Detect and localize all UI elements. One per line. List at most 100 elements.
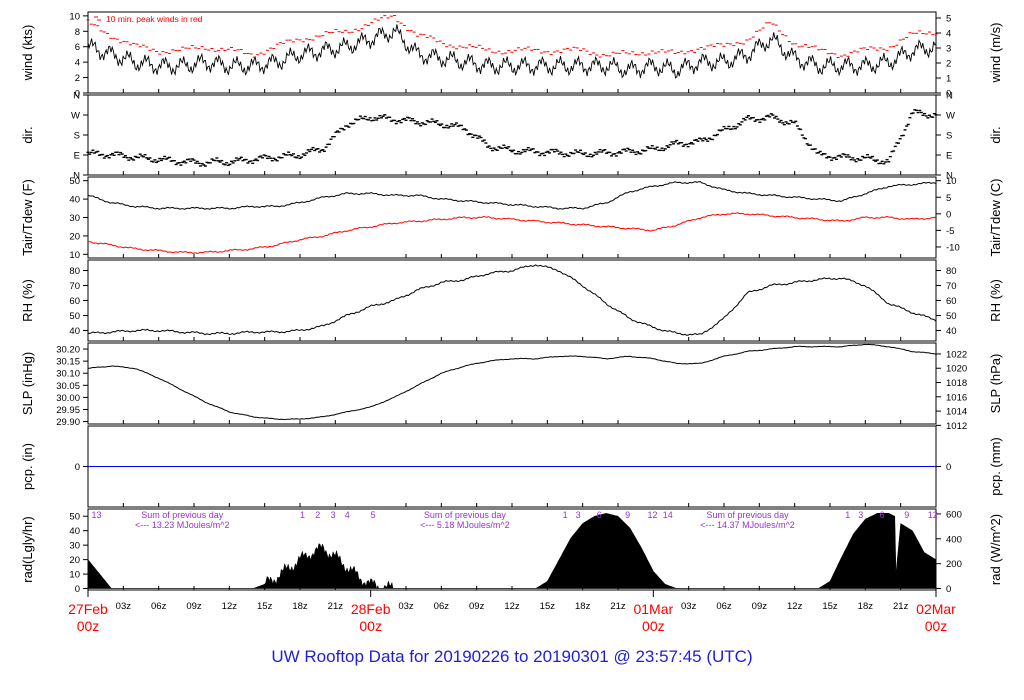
radiation-annotation: 14 xyxy=(663,510,673,520)
radiation-annotation: <--- 14.37 MJoules/m^2 xyxy=(700,520,795,530)
pressure-right-tick-label: 1018 xyxy=(946,378,967,389)
radiation-annotation: 5 xyxy=(371,510,376,520)
x-tick-label: 06z xyxy=(151,601,167,612)
x-tick-label: 12z xyxy=(222,601,238,612)
temperature-tdew-line xyxy=(87,212,937,254)
humidity-left-tick-label: 80 xyxy=(69,266,80,277)
x-tick-label: 15z xyxy=(257,601,273,612)
x-tick-label: 12z xyxy=(787,601,803,612)
temperature-tair-line xyxy=(87,181,937,210)
wind-right-tick-label: 0 xyxy=(946,89,951,100)
direction-right-tick-label: N xyxy=(946,91,953,102)
radiation-annotation: Sum of previous day xyxy=(141,510,224,520)
pressure-left-tick-label: 30.15 xyxy=(56,357,80,368)
radiation-annotation: <--- 5.18 MJoules/m^2 xyxy=(420,520,510,530)
humidity-right-tick-label: 40 xyxy=(946,326,957,337)
x-tick-label: 03z xyxy=(681,601,697,612)
pressure-right-tick-label: 1014 xyxy=(946,407,967,418)
pressure-ylabel-right: SLP (hPa) xyxy=(988,354,1003,414)
direction-frame xyxy=(87,94,937,176)
humidity-left-tick-label: 50 xyxy=(69,311,80,322)
wind-right-tick-label: 5 xyxy=(946,14,951,25)
x-tick-label: 06z xyxy=(434,601,450,612)
x-tick-label: 09z xyxy=(752,601,768,612)
day-label-date: 01Mar xyxy=(633,601,673,617)
pressure-slp-line xyxy=(88,343,937,421)
humidity-left-tick-label: 40 xyxy=(69,326,80,337)
pressure-left-tick-label: 30.00 xyxy=(56,393,80,404)
radiation-annotation: <--- 13.23 MJoules/m^2 xyxy=(135,520,230,530)
wind-legend: 10 min. peak winds in red xyxy=(106,14,203,24)
pressure-left-tick-label: 30.10 xyxy=(56,369,80,380)
pressure-left-tick-label: 29.90 xyxy=(56,417,80,428)
day-label-time: 00z xyxy=(77,618,100,634)
pressure-left-tick-label: 30.05 xyxy=(56,381,80,392)
pressure-right-tick-label: 1012 xyxy=(946,421,967,432)
temperature-left-tick-label: 50 xyxy=(69,176,80,187)
radiation-annotation: 9 xyxy=(625,510,630,520)
radiation-annotation: 3 xyxy=(331,510,336,520)
radiation-right-tick-label: 200 xyxy=(946,559,962,570)
humidity-left-tick-label: 70 xyxy=(69,281,80,292)
precipitation-ylabel-left: pcp. (in) xyxy=(20,443,35,490)
wind-left-tick-label: 4 xyxy=(75,58,80,69)
precipitation-ylabel-right: pcp. (mm) xyxy=(988,437,1003,496)
humidity-left-tick-label: 60 xyxy=(69,296,80,307)
wind-ylabel-right: wind (m/s) xyxy=(988,23,1003,84)
temperature-frame xyxy=(87,176,937,259)
temperature-ylabel-left: Tair/Tdew (F) xyxy=(20,179,35,256)
radiation-left-tick-label: 40 xyxy=(69,526,80,537)
day-label-time: 00z xyxy=(925,618,948,634)
x-tick-label: 15z xyxy=(540,601,556,612)
wind-left-tick-label: 2 xyxy=(75,73,80,84)
pressure-frame xyxy=(87,342,937,425)
pressure-left-tick-label: 29.95 xyxy=(56,405,80,416)
precipitation-right-tick-label: 0 xyxy=(946,462,951,473)
humidity-right-tick-label: 60 xyxy=(946,296,957,307)
radiation-ylabel-left: rad(Lgly/hr) xyxy=(20,516,35,582)
day-label-date: 28Feb xyxy=(351,601,391,617)
radiation-left-tick-label: 50 xyxy=(69,512,80,523)
wind-left-tick-label: 10 xyxy=(69,11,80,22)
radiation-ylabel-right: rad (W/m^2) xyxy=(988,514,1003,585)
day-label-date: 02Mar xyxy=(916,601,956,617)
radiation-annotation: 13 xyxy=(92,510,102,520)
precipitation-left-tick-label: 0 xyxy=(75,462,80,473)
pressure-right-tick-label: 1016 xyxy=(946,392,967,403)
direction-right-tick-label: E xyxy=(946,151,952,162)
pressure-ylabel-left: SLP (inHg) xyxy=(20,352,35,415)
humidity-right-tick-label: 70 xyxy=(946,281,957,292)
temperature-right-tick-label: -5 xyxy=(946,226,954,237)
wind-speed-line xyxy=(87,24,937,79)
humidity-frame xyxy=(87,259,937,342)
x-tick-label: 06z xyxy=(716,601,732,612)
day-label-time: 00z xyxy=(359,618,382,634)
temperature-right-tick-label: 5 xyxy=(946,193,951,204)
humidity-rh-line xyxy=(87,264,937,336)
radiation-right-tick-label: 400 xyxy=(946,534,962,545)
direction-left-tick-label: E xyxy=(74,151,80,162)
radiation-annotation: Sum of previous day xyxy=(707,510,790,520)
direction-right-tick-label: W xyxy=(946,111,955,122)
day-label-time: 00z xyxy=(642,618,665,634)
x-tick-label: 18z xyxy=(292,601,308,612)
temperature-right-tick-label: 0 xyxy=(946,209,951,220)
direction-ylabel-right: dir. xyxy=(988,126,1003,143)
x-tick-label: 21z xyxy=(328,601,344,612)
x-tick-label: 21z xyxy=(893,601,909,612)
temperature-left-tick-label: 40 xyxy=(69,195,80,206)
x-tick-label: 09z xyxy=(186,601,202,612)
page-title: UW Rooftop Data for 20190226 to 20190301… xyxy=(271,647,753,666)
radiation-annotation: 12 xyxy=(647,510,657,520)
radiation-left-tick-label: 30 xyxy=(69,541,80,552)
radiation-area xyxy=(87,513,937,590)
radiation-annotation: Sum of previous day xyxy=(424,510,507,520)
wind-right-tick-label: 1 xyxy=(946,74,951,85)
pressure-right-tick-label: 1020 xyxy=(946,364,967,375)
temperature-right-tick-label: -10 xyxy=(946,242,960,253)
x-tick-label: 21z xyxy=(610,601,626,612)
temperature-left-tick-label: 10 xyxy=(69,250,80,261)
wind-left-tick-label: 6 xyxy=(75,42,80,53)
radiation-annotation: 4 xyxy=(345,510,350,520)
